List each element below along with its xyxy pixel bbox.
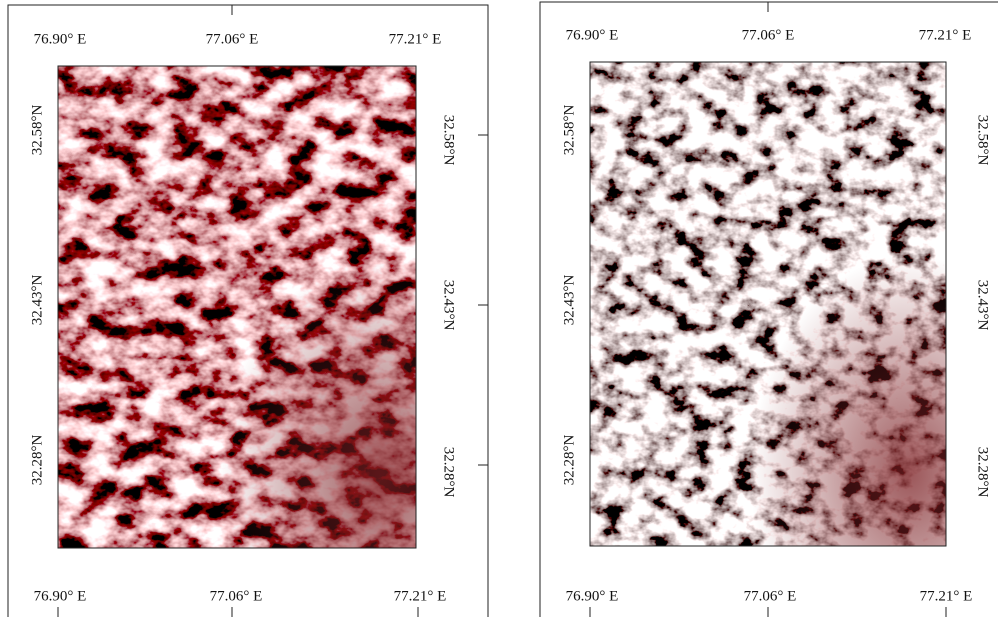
top-label: 76.90° E	[34, 31, 87, 47]
left-label: 32.28°N	[29, 435, 45, 486]
top-label: 76.90° E	[566, 27, 619, 43]
bottom-label: 77.21° E	[394, 588, 447, 604]
left-label: 32.43°N	[561, 275, 577, 326]
panel-left: 76.90° E 77.06° E 77.21° E 76.90° E 77.0…	[8, 5, 488, 617]
top-label: 77.21° E	[919, 27, 972, 43]
top-label: 77.21° E	[389, 31, 442, 47]
left-label: 32.43°N	[29, 275, 45, 326]
right-label: 32.58°N	[441, 115, 457, 166]
right-label: 32.58°N	[975, 115, 991, 166]
left-label: 32.28°N	[561, 435, 577, 486]
bottom-label: 77.06° E	[744, 588, 797, 604]
panel-right: 76.90° E 77.06° E 77.21° E 76.90° E 77.0…	[540, 2, 998, 617]
left-label: 32.58°N	[29, 105, 45, 156]
right-label: 32.28°N	[441, 447, 457, 498]
top-label: 77.06° E	[742, 27, 795, 43]
image-tint	[590, 62, 946, 546]
left-label: 32.58°N	[561, 105, 577, 156]
bottom-label: 77.21° E	[920, 588, 973, 604]
top-label: 77.06° E	[206, 31, 259, 47]
right-label: 32.43°N	[975, 280, 991, 331]
right-label: 32.43°N	[441, 280, 457, 331]
bottom-label: 76.90° E	[34, 588, 87, 604]
bottom-label: 77.06° E	[210, 588, 263, 604]
right-label: 32.28°N	[975, 447, 991, 498]
figure: 76.90° E 77.06° E 77.21° E 76.90° E 77.0…	[0, 0, 998, 617]
bottom-label: 76.90° E	[566, 588, 619, 604]
image-tint	[58, 66, 416, 548]
